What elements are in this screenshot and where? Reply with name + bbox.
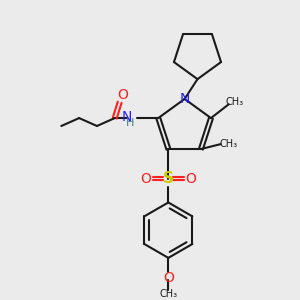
Text: CH₃: CH₃ xyxy=(226,97,244,107)
Text: O: O xyxy=(163,271,174,285)
Text: O: O xyxy=(186,172,196,186)
Text: O: O xyxy=(117,88,128,102)
Text: CH₃: CH₃ xyxy=(159,290,177,299)
Text: H: H xyxy=(126,118,134,128)
Text: S: S xyxy=(163,171,174,186)
Text: N: N xyxy=(121,110,132,124)
Text: N: N xyxy=(179,92,190,106)
Text: O: O xyxy=(140,172,151,186)
Text: CH₃: CH₃ xyxy=(220,139,238,149)
